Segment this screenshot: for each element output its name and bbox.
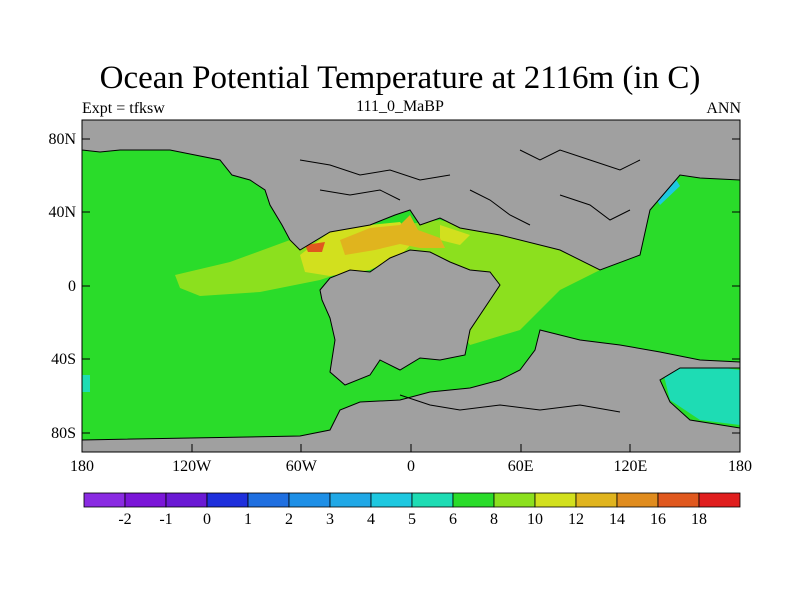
ocean-12c-spot (440, 225, 470, 245)
colorbar-label: -1 (159, 511, 172, 528)
lat-tick-label: 0 (68, 278, 76, 295)
colorbar-label: 6 (449, 511, 457, 528)
colorbar-swatch (616, 492, 659, 508)
lon-tick-label: 180 (70, 458, 94, 475)
colorbar-swatch (288, 492, 331, 508)
lon-tick-label: 120E (613, 458, 647, 475)
colorbar-swatch (124, 492, 167, 508)
lat-tick-label: 80N (48, 131, 76, 148)
colorbar-swatch (452, 492, 495, 508)
colorbar-swatch (247, 492, 290, 508)
ocean-10c-region (175, 220, 600, 345)
colorbar-swatch (83, 492, 126, 508)
period-label: 111_0_MaBP (356, 98, 444, 115)
lat-tick-label: 40N (48, 204, 76, 221)
colorbar-label: 16 (650, 511, 666, 528)
colorbar-swatch (657, 492, 700, 508)
colorbar-swatch (698, 492, 741, 508)
colorbar-label: 2 (285, 511, 293, 528)
colorbar-swatch (534, 492, 577, 508)
ocean-14c-region (340, 215, 445, 255)
colorbar-swatch (329, 492, 372, 508)
season-label: ANN (706, 100, 741, 117)
land-masses (82, 120, 740, 452)
lon-tick-label: 0 (407, 458, 415, 475)
colorbar-label: 5 (408, 511, 416, 528)
lon-tick-label: 60E (508, 458, 534, 475)
colorbar-label: 12 (568, 511, 584, 528)
colorbar-swatch (165, 492, 208, 508)
colorbar-swatch (370, 492, 413, 508)
experiment-label: Expt = tfksw (82, 100, 165, 117)
colorbar-swatch (575, 492, 618, 508)
ocean-6c-edge (82, 375, 90, 392)
southern-continent (319, 249, 501, 386)
colorbar-label: -2 (118, 511, 131, 528)
ocean-6c-region (660, 360, 740, 425)
lat-tick-label: 40S (51, 351, 76, 368)
antarctic-region (82, 329, 740, 452)
colorbar-swatch (493, 492, 536, 508)
lon-tick-label: 180 (728, 458, 752, 475)
colorbar-swatch (411, 492, 454, 508)
lon-tick-labels: 180 120W 60W 0 60E 120E 180 (70, 458, 752, 475)
lon-tick-marks (81, 444, 741, 452)
lat-tick-marks (82, 138, 740, 434)
colorbar-label: 3 (326, 511, 334, 528)
colorbar-label: 8 (490, 511, 498, 528)
colorbar-swatch (206, 492, 249, 508)
coastline-details (299, 149, 641, 413)
northern-continents (82, 120, 740, 271)
colorbar-label: 14 (609, 511, 625, 528)
colorbar-label: 1 (244, 511, 252, 528)
plot-title: Ocean Potential Temperature at 2116m (in… (99, 60, 701, 96)
colorbar-label: 10 (527, 511, 543, 528)
colorbar-label: 4 (367, 511, 375, 528)
colorbar-label: 18 (691, 511, 707, 528)
lat-tick-labels: 80N 40N 0 40S 80S (48, 131, 76, 442)
map-field (82, 120, 740, 452)
lon-tick-label: 60W (286, 458, 318, 475)
colorbar: -2 -1 0 1 2 3 4 5 6 8 10 12 14 16 18 (83, 492, 741, 528)
lat-tick-label: 80S (51, 425, 76, 442)
colorbar-label: 0 (203, 511, 211, 528)
lon-tick-label: 120W (172, 458, 212, 475)
